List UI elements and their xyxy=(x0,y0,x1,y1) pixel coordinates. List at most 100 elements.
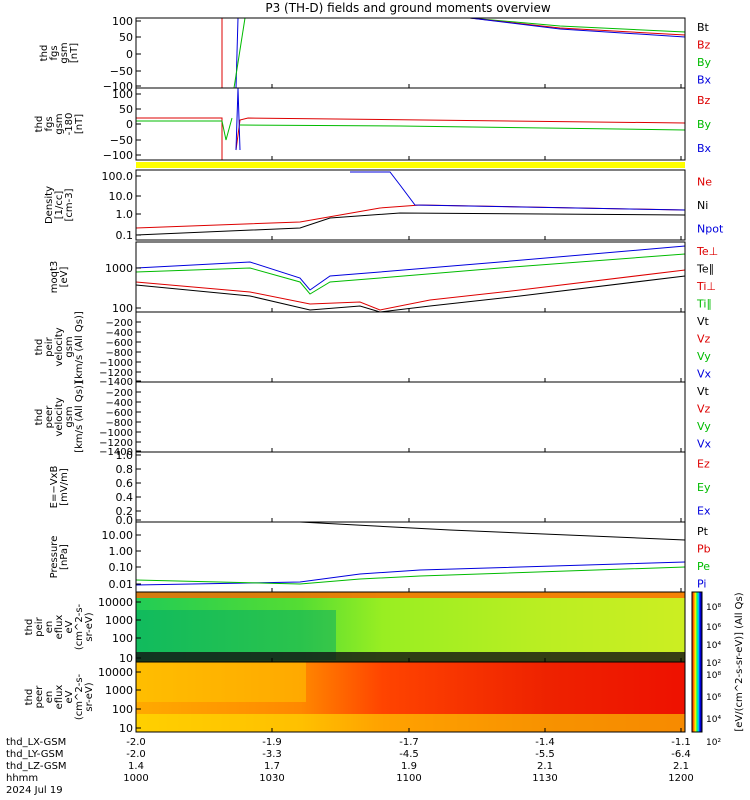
pe-curve xyxy=(135,566,686,585)
ephemeris-value: -1.4 xyxy=(535,737,555,748)
y-tick-label: 10.00 xyxy=(102,529,134,542)
y-tick-label: 1.0 xyxy=(116,449,134,462)
panel-frame-peer_spec xyxy=(135,661,686,733)
y-tick-label: 0.6 xyxy=(116,477,134,490)
legend-label: Ti∥ xyxy=(696,297,712,310)
y-axis-label-line: moqt3 xyxy=(49,261,60,294)
y-tick-label: −800 xyxy=(106,418,133,429)
by-jump xyxy=(233,17,246,89)
bx-zoom xyxy=(235,87,241,151)
pt-curve xyxy=(299,521,686,541)
legend-label: Ey xyxy=(697,481,711,494)
colorbar-tick: 10⁸ xyxy=(706,671,721,681)
y-axis-label-line: thd xyxy=(34,409,45,426)
y-tick-label: 100.0 xyxy=(102,170,134,183)
ephemeris-value: 2.1 xyxy=(673,761,689,772)
y-tick-label: 1000 xyxy=(105,262,133,275)
y-tick-label: −50 xyxy=(110,134,133,147)
panel-frame-fgs_zoom xyxy=(135,87,686,161)
y-axis-label-line: [km/s (All Qs)] xyxy=(74,311,85,383)
y-axis-label-line: [mV/m] xyxy=(59,468,70,506)
colorbar-tick: 10⁴ xyxy=(706,715,721,725)
y-tick-label: 0.01 xyxy=(109,578,134,591)
by-zoom-right xyxy=(239,124,686,131)
y-tick-label: 0.2 xyxy=(116,505,134,518)
y-tick-label: 0.1 xyxy=(116,229,134,242)
y-tick-label: −50 xyxy=(110,65,133,78)
ion-spectrogram-dark-band xyxy=(136,652,685,662)
y-tick-label: −400 xyxy=(106,328,133,339)
y-tick-label: 100 xyxy=(112,15,133,28)
ti-perp-curve xyxy=(135,245,686,291)
y-axis-label-line: E=−VxB xyxy=(49,466,60,509)
by-zoom-left xyxy=(136,117,233,141)
y-tick-label: 100 xyxy=(112,632,133,645)
y-tick-label: −1200 xyxy=(99,368,133,379)
y-tick-label: −200 xyxy=(106,388,133,399)
ephemeris-value: -3.3 xyxy=(262,749,282,760)
chart-title: P3 (TH-D) fields and ground moments over… xyxy=(265,1,550,15)
panel-frame-pressure xyxy=(135,521,686,593)
colorbar-tick: 10⁴ xyxy=(706,641,721,651)
ion-spectrogram-low-region xyxy=(136,610,336,660)
ephemeris-value: 1100 xyxy=(396,773,421,784)
colorbar: 10⁸ 10⁶ 10⁴ 10² 10⁸ 10⁶ 10⁴ 10² [eV/(cm^2-s-sr-e… xyxy=(691,591,745,748)
legend-label: Vy xyxy=(697,350,711,363)
y-axis-label-line: peer xyxy=(34,685,45,709)
y-axis-label-line: sr-eV) xyxy=(84,682,95,711)
y-tick-label: 1.0 xyxy=(116,208,134,221)
y-tick-label: −1200 xyxy=(99,438,133,449)
y-axis-label-line: [eV] xyxy=(59,267,70,288)
legend-label: Bz xyxy=(697,38,711,51)
quality-flag-strip xyxy=(136,162,685,168)
date-label: 2024 Jul 19 xyxy=(6,785,63,796)
ephemeris-value: 1200 xyxy=(668,773,693,784)
legend-label: Vz xyxy=(697,332,711,345)
y-tick-label: 50 xyxy=(119,103,133,116)
ephemeris-value: -2.0 xyxy=(126,737,146,748)
y-axis-label-line: thd xyxy=(24,689,35,706)
y-axis-label-line: thd xyxy=(24,619,35,636)
y-tick-label: 100 xyxy=(112,302,133,315)
y-tick-label: −800 xyxy=(106,348,133,359)
ephemeris-value: -2.0 xyxy=(126,749,146,760)
ephemeris-row-label: thd_LX-GSM xyxy=(6,737,66,748)
y-tick-label: 0.4 xyxy=(116,491,134,504)
ephemeris-value: 1.7 xyxy=(264,761,280,772)
legend-label: Vx xyxy=(697,367,712,380)
colorbar-frame xyxy=(691,591,703,733)
y-axis-label-line: gsm xyxy=(54,113,65,134)
ephemeris-value: -1.1 xyxy=(671,737,691,748)
bx-jump xyxy=(235,17,239,89)
bz-zoom-right xyxy=(235,117,686,151)
y-tick-label: −600 xyxy=(106,408,133,419)
y-tick-label: 1000 xyxy=(105,614,133,627)
y-axis-label-line: peer xyxy=(44,405,55,429)
ephemeris-value: -1.9 xyxy=(262,737,282,748)
y-tick-label: 1000 xyxy=(105,684,133,697)
y-tick-label: 10 xyxy=(119,652,133,665)
legend-label: Npot xyxy=(697,222,724,235)
legend-label: Pt xyxy=(697,525,709,538)
y-tick-label: 0.8 xyxy=(116,463,134,476)
legend-label: Vt xyxy=(697,315,710,328)
y-tick-label: 10000 xyxy=(98,596,133,609)
colorbar-tick: 10⁸ xyxy=(706,603,721,613)
y-tick-label: 0 xyxy=(126,48,133,61)
ephemeris-value: 1000 xyxy=(123,773,148,784)
legend-label: Ne xyxy=(697,176,712,189)
te-par-curve xyxy=(135,275,686,313)
ephemeris-row-label: thd_LY-GSM xyxy=(6,749,63,760)
y-axis-label-line: velocity xyxy=(54,397,65,436)
electron-spectrogram-early-region xyxy=(136,662,306,702)
ephemeris-row-label: thd_LZ-GSM xyxy=(6,761,67,772)
legend-label: Ex xyxy=(697,504,711,517)
y-axis-label-line: [1/cc] xyxy=(54,191,65,220)
bx-curve xyxy=(469,17,686,38)
legend-label: Pb xyxy=(697,542,711,555)
panel-frame-temperature xyxy=(135,241,686,313)
y-tick-label: −100 xyxy=(103,149,133,162)
ni-curve xyxy=(135,212,686,236)
y-axis-label-line: [nT] xyxy=(69,43,80,63)
